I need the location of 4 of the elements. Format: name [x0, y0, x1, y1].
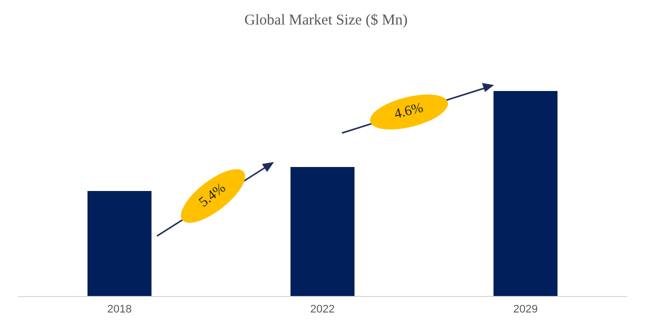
x-tick-label: 2029	[513, 304, 538, 316]
chart-title: Global Market Size ($ Mn)	[244, 12, 408, 28]
x-tick-label: 2018	[107, 304, 132, 316]
x-tick-label: 2022	[310, 304, 335, 316]
